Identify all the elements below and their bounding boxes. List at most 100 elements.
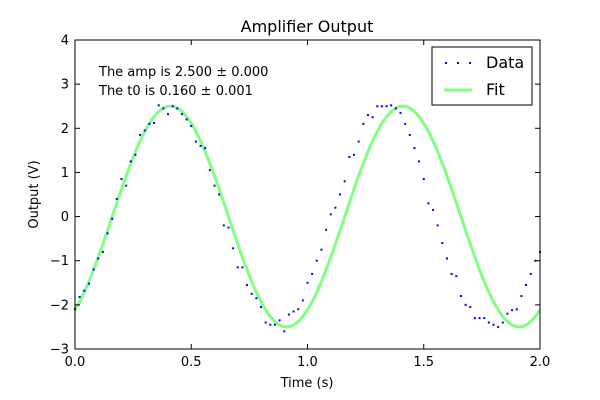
data-point bbox=[185, 118, 188, 121]
legend-label-fit: Fit bbox=[486, 80, 505, 99]
data-point bbox=[269, 323, 272, 326]
data-point bbox=[208, 169, 211, 172]
data-point bbox=[106, 232, 109, 235]
y-tick-label: 4 bbox=[61, 34, 69, 49]
legend-data-dot bbox=[457, 62, 459, 64]
data-point bbox=[148, 122, 151, 125]
plot-area bbox=[73, 104, 542, 333]
data-point bbox=[529, 272, 532, 275]
y-axis-label: Output (V) bbox=[27, 160, 42, 228]
data-point bbox=[153, 121, 156, 124]
data-point bbox=[511, 309, 514, 312]
data-point bbox=[413, 147, 416, 150]
data-point bbox=[134, 153, 137, 156]
data-point bbox=[176, 107, 179, 110]
y-tick-label: −2 bbox=[50, 298, 69, 313]
data-point bbox=[446, 257, 448, 260]
data-point bbox=[101, 250, 104, 253]
data-point bbox=[204, 147, 207, 150]
annotation-amp: The amp is 2.500 ± 0.000 bbox=[98, 65, 268, 80]
data-point bbox=[162, 107, 165, 110]
axis-ticks: 0.0 0.5 1.0 1.5 2.0 −3 −2 −1 0 1 2 3 4 bbox=[50, 34, 551, 371]
data-point bbox=[380, 105, 383, 108]
data-point bbox=[478, 317, 481, 320]
data-point bbox=[115, 197, 118, 200]
data-point bbox=[222, 224, 225, 227]
data-point bbox=[501, 321, 504, 324]
data-point bbox=[343, 180, 346, 183]
data-point bbox=[260, 306, 262, 309]
data-point bbox=[180, 113, 183, 116]
data-point bbox=[339, 193, 342, 196]
annotation-t0: The t0 is 0.160 ± 0.001 bbox=[98, 84, 253, 99]
data-point bbox=[366, 114, 369, 117]
data-point bbox=[92, 268, 95, 271]
y-tick-label: 0 bbox=[61, 210, 69, 225]
data-point bbox=[390, 104, 393, 107]
data-point bbox=[157, 104, 160, 107]
data-point bbox=[404, 122, 407, 125]
data-point bbox=[194, 140, 197, 143]
data-point bbox=[167, 113, 169, 116]
data-point bbox=[385, 105, 388, 108]
data-point bbox=[394, 107, 397, 110]
y-tick-label: 1 bbox=[61, 166, 69, 181]
data-point bbox=[190, 125, 193, 128]
data-point bbox=[97, 257, 100, 260]
data-point bbox=[357, 140, 360, 143]
legend-box bbox=[431, 46, 533, 106]
chart-title: Amplifier Output bbox=[241, 17, 374, 36]
data-point bbox=[464, 303, 467, 306]
data-point bbox=[371, 116, 374, 119]
data-point bbox=[525, 283, 528, 286]
y-tick-label: 3 bbox=[61, 78, 69, 93]
data-point bbox=[320, 248, 323, 251]
data-point bbox=[213, 184, 216, 187]
data-point bbox=[506, 312, 509, 315]
data-point bbox=[311, 272, 314, 275]
data-point bbox=[436, 224, 439, 227]
data-point bbox=[399, 111, 402, 114]
data-point bbox=[87, 282, 90, 285]
data-point bbox=[236, 266, 239, 269]
data-point bbox=[325, 228, 328, 231]
data-point bbox=[278, 319, 281, 322]
data-point bbox=[315, 259, 318, 262]
data-point bbox=[301, 299, 304, 302]
data-point bbox=[246, 283, 249, 286]
series-fit-line bbox=[73, 104, 542, 329]
axes-frame bbox=[74, 39, 541, 350]
data-point bbox=[515, 308, 518, 311]
data-point bbox=[427, 202, 430, 205]
data-point bbox=[306, 281, 309, 284]
data-point bbox=[241, 266, 244, 269]
data-point bbox=[441, 242, 444, 245]
data-point bbox=[422, 178, 425, 181]
data-point bbox=[348, 155, 351, 158]
data-point bbox=[78, 295, 81, 298]
data-point bbox=[139, 133, 142, 136]
data-point bbox=[292, 310, 295, 313]
data-point bbox=[250, 292, 253, 295]
x-axis-label: Time (s) bbox=[280, 376, 334, 391]
legend-data-dot bbox=[445, 62, 447, 64]
x-tick-label: 1.0 bbox=[297, 355, 318, 370]
y-tick-label: 2 bbox=[61, 122, 69, 137]
y-tick-label: −3 bbox=[50, 343, 69, 358]
data-point bbox=[334, 206, 337, 209]
data-point bbox=[520, 295, 523, 298]
data-point bbox=[329, 213, 332, 216]
data-point bbox=[120, 178, 123, 181]
data-point bbox=[218, 193, 221, 196]
data-point bbox=[264, 321, 267, 324]
y-tick-label: −1 bbox=[50, 254, 69, 269]
data-point bbox=[469, 306, 472, 309]
data-point bbox=[473, 317, 476, 320]
data-point bbox=[255, 297, 258, 300]
data-point bbox=[376, 105, 379, 108]
data-point bbox=[483, 317, 486, 320]
data-point bbox=[199, 144, 202, 147]
data-point bbox=[227, 226, 230, 229]
data-point bbox=[432, 208, 435, 211]
